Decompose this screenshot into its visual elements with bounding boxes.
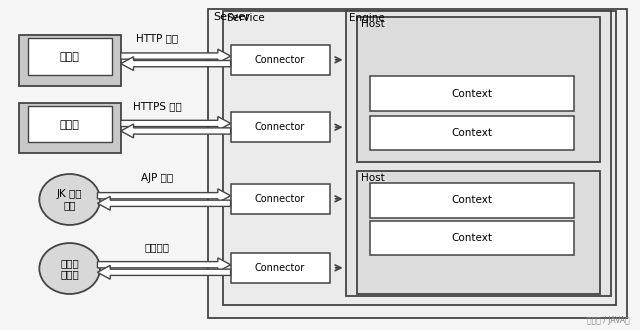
- Bar: [19, 35, 121, 86]
- Text: Connector: Connector: [255, 194, 305, 204]
- Text: 其他协议: 其他协议: [145, 242, 170, 252]
- Bar: [19, 103, 121, 153]
- Bar: [357, 17, 600, 162]
- Text: Connector: Connector: [255, 122, 305, 132]
- Polygon shape: [121, 124, 230, 138]
- Text: Host: Host: [361, 19, 385, 29]
- Text: Context: Context: [451, 88, 493, 99]
- Text: 浏览器: 浏览器: [60, 52, 79, 62]
- Text: Connector: Connector: [255, 263, 305, 273]
- Polygon shape: [97, 189, 230, 203]
- Text: HTTPS 协议: HTTPS 协议: [132, 101, 182, 111]
- Text: Service: Service: [227, 13, 266, 22]
- Bar: [346, 11, 611, 296]
- Text: Engine: Engine: [349, 13, 385, 22]
- Bar: [208, 9, 627, 318]
- Ellipse shape: [39, 243, 100, 294]
- Bar: [357, 171, 600, 294]
- Text: Context: Context: [451, 128, 493, 138]
- Polygon shape: [121, 49, 230, 63]
- Text: 头条号 / JAVA馆: 头条号 / JAVA馆: [587, 316, 630, 325]
- Text: Context: Context: [451, 233, 493, 243]
- Bar: [230, 253, 330, 282]
- Bar: [28, 38, 112, 75]
- Bar: [28, 106, 112, 142]
- Text: Context: Context: [451, 195, 493, 205]
- Polygon shape: [121, 116, 230, 130]
- Text: 浏览器: 浏览器: [60, 120, 79, 130]
- Bar: [370, 221, 574, 255]
- Polygon shape: [97, 265, 230, 279]
- Text: Host: Host: [361, 173, 385, 182]
- Bar: [370, 116, 574, 150]
- Polygon shape: [121, 57, 230, 71]
- Polygon shape: [97, 196, 230, 210]
- Bar: [230, 113, 330, 142]
- Text: JK 连接
程序: JK 连接 程序: [57, 189, 83, 210]
- Bar: [370, 76, 574, 111]
- Bar: [223, 11, 616, 305]
- Text: Server: Server: [213, 12, 250, 21]
- Ellipse shape: [39, 174, 100, 225]
- Bar: [370, 183, 574, 217]
- Text: HTTP 协议: HTTP 协议: [136, 33, 178, 44]
- Text: Connector: Connector: [255, 55, 305, 65]
- Text: AJP 协议: AJP 协议: [141, 173, 173, 183]
- Polygon shape: [97, 258, 230, 272]
- Text: 其他连
接程序: 其他连 接程序: [60, 258, 79, 279]
- Bar: [230, 184, 330, 214]
- Bar: [230, 45, 330, 75]
